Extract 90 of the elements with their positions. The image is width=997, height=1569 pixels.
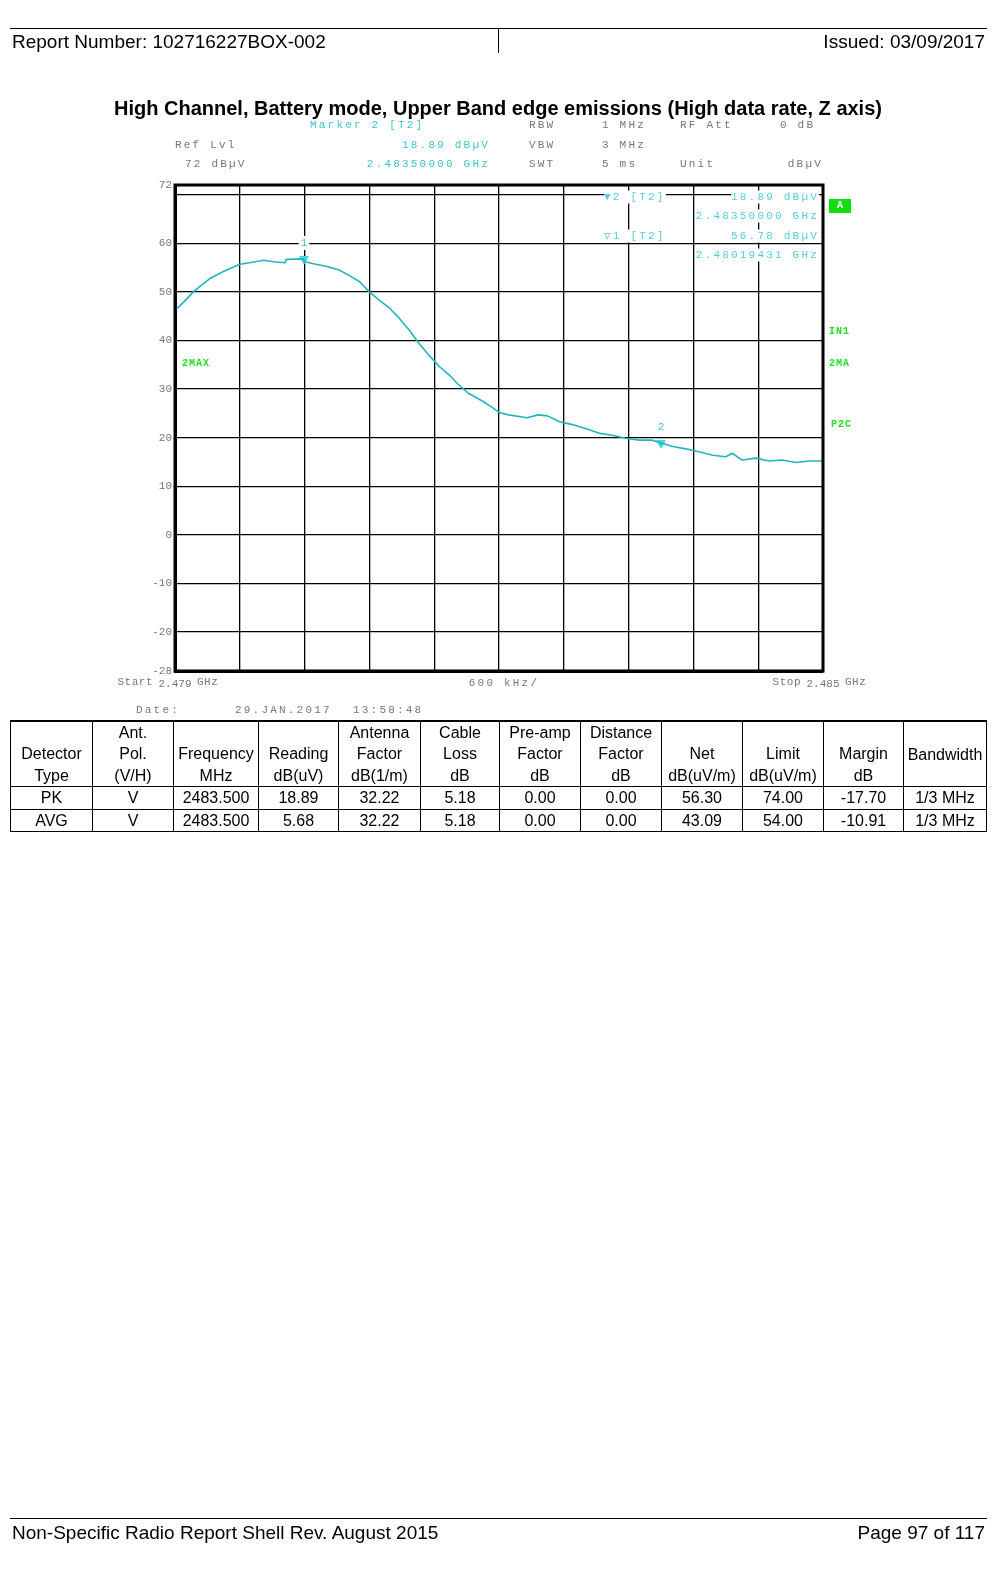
text: Ant. Pol. (V/H) (93, 721, 173, 786)
text: Frequency MHz (177, 744, 255, 786)
text: 1 MHz (602, 118, 647, 131)
text: Margin dB (838, 744, 889, 786)
text: Report Number: 102716227BOX-002 (12, 30, 326, 52)
text: 1/3 MHz (904, 809, 986, 831)
y-tick-label: 72 (158, 178, 172, 191)
text: 29.JAN.2017 (235, 703, 332, 716)
y-tick-label: 10 (158, 480, 172, 493)
text: AVG (11, 809, 92, 831)
text: P2C (831, 419, 853, 430)
text: Detector Type (20, 744, 83, 786)
text: 2483.500 (174, 787, 258, 809)
text: 32.22 (339, 787, 420, 809)
x-tick-label: 2.485 (806, 677, 840, 690)
text: Marker 2 [T2] (310, 118, 425, 131)
text: Antenna Factor dB(1/m) (339, 721, 420, 786)
text: -17.70 (824, 787, 903, 809)
text: 3 MHz (602, 138, 647, 151)
chart-title: High Channel, Battery mode, Upper Band edge emissions (High data rate, Z axis) (114, 97, 882, 119)
text: dBµV (787, 157, 823, 170)
text: RBW (529, 118, 556, 131)
annotation: 18.89 dBµV (730, 190, 819, 204)
text: 0 dB (780, 118, 816, 131)
text: Unit (680, 157, 716, 170)
text: Issued: 03/09/2017 (823, 30, 985, 52)
text: 1/3 MHz (904, 787, 986, 809)
text: 5.18 (421, 809, 499, 831)
text: 2.48350000 GHz (366, 157, 490, 170)
text: SWT (529, 157, 556, 170)
text: Non-Specific Radio Report Shell Rev. August 2015 (12, 1521, 439, 1543)
y-tick-label: 30 (158, 383, 172, 396)
annotation: ▽1 [T2] (604, 229, 666, 243)
annotation: 2.48350000 GHz (695, 209, 819, 223)
text: 74.00 (743, 787, 823, 809)
text: Page 97 of 117 (857, 1521, 985, 1543)
text: Pre-amp Factor dB (500, 721, 580, 786)
y-tick-label: 0 (165, 528, 172, 541)
text: 5 ms (602, 157, 638, 170)
text: 18.89 (259, 787, 338, 809)
text: PK (11, 787, 92, 809)
y-tick-label: 40 (158, 334, 172, 347)
x-tick-label: 2.479 (158, 677, 192, 690)
y-tick-label: 60 (158, 237, 172, 250)
text: 5.68 (259, 809, 338, 831)
text: Net dB(uV/m) (667, 744, 737, 786)
annotation: 1 (300, 236, 308, 249)
text: Bandwidth (906, 744, 984, 765)
text: GHz (845, 675, 867, 688)
annotation: 2.48019431 GHz (695, 248, 819, 262)
y-tick-label: -20 (152, 626, 172, 639)
text: IN1 (829, 326, 851, 337)
x-axis-title: 600 kHz/ (468, 676, 540, 689)
text: A (828, 199, 852, 213)
text: Date: (136, 703, 181, 716)
text: 0.00 (500, 809, 580, 831)
text: 43.09 (662, 809, 742, 831)
text: V (93, 787, 173, 809)
y-tick-label: -28 (152, 664, 172, 677)
y-tick-label: -10 (152, 577, 172, 590)
y-tick-label: 50 (158, 285, 172, 298)
y-tick-label: 20 (158, 431, 172, 444)
text: Reading dB(uV) (267, 744, 330, 786)
text: Limit dB(uV/m) (748, 744, 818, 786)
annotation: 2 (657, 421, 665, 434)
text: Stop (772, 675, 801, 688)
annotation: ▼2 [T2] (604, 190, 666, 204)
text: GHz (197, 675, 219, 688)
text: 72 dBµV (185, 157, 247, 170)
text: -10.91 (824, 809, 903, 831)
text: 2483.500 (174, 809, 258, 831)
text: V (93, 809, 173, 831)
text: Start (117, 675, 153, 688)
text: 0.00 (581, 809, 661, 831)
text: Ref Lvl (175, 138, 237, 151)
text: 32.22 (339, 809, 420, 831)
text: Distance Factor dB (581, 721, 661, 786)
annotation: 56.78 dBµV (730, 229, 819, 243)
text: 18.89 dBµV (401, 138, 490, 151)
annotation: 2MAX (182, 358, 211, 369)
text: RF Att (680, 118, 733, 131)
text: 0.00 (500, 787, 580, 809)
text: 54.00 (743, 809, 823, 831)
text: 13:58:48 (353, 703, 424, 716)
text: Cable Loss dB (421, 721, 499, 786)
text: 0.00 (581, 787, 661, 809)
text: 5.18 (421, 787, 499, 809)
text: 2MA (829, 358, 851, 369)
text: 56.30 (662, 787, 742, 809)
text: VBW (529, 138, 556, 151)
